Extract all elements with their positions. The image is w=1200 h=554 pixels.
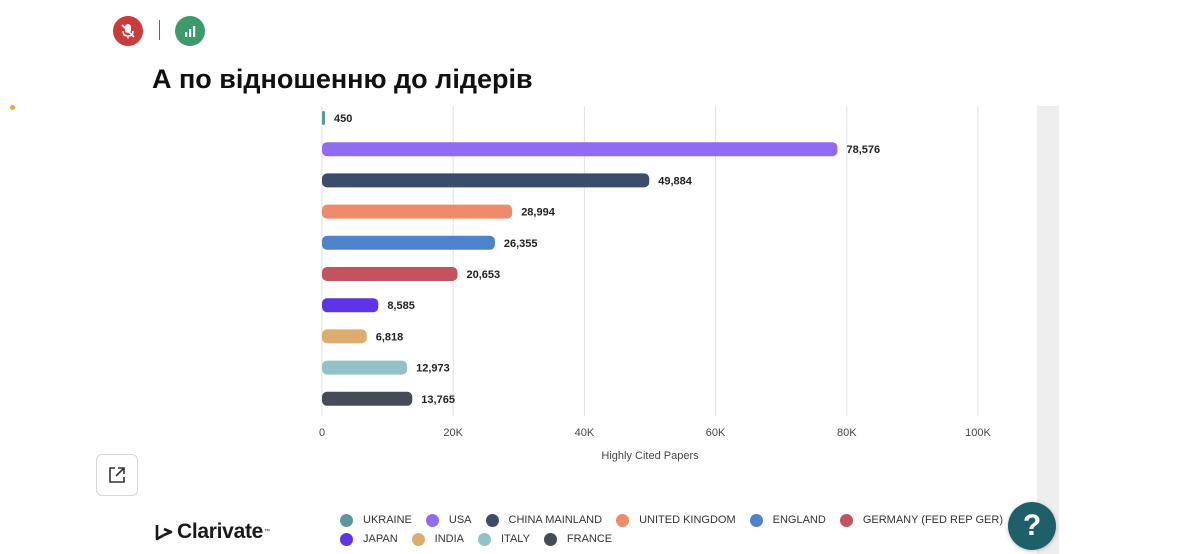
legend-item[interactable]: ENGLAND xyxy=(749,513,826,527)
legend-swatch xyxy=(411,532,425,546)
legend-label: CHINA MAINLAND xyxy=(508,514,603,526)
help-button[interactable]: ? xyxy=(1008,502,1056,550)
x-tick-label: 80K xyxy=(837,427,857,439)
bar-china-mainland[interactable] xyxy=(322,173,650,188)
bar-germany-fed-rep-ger[interactable] xyxy=(322,267,458,281)
bar-value-label: 13,765 xyxy=(421,394,455,406)
legend-label: UNITED KINGDOM xyxy=(639,514,736,526)
bars xyxy=(322,111,838,406)
clarivate-logo-icon xyxy=(155,525,173,541)
bar-value-label: 6,818 xyxy=(376,331,404,343)
bar-united-kingdom[interactable] xyxy=(322,204,513,219)
chart-legend: UKRAINE USA CHINA MAINLAND UNITED KINGDOM EN… xyxy=(340,513,1020,546)
legend-label: JAPAN xyxy=(363,533,398,545)
legend-label: UKRAINE xyxy=(363,514,412,526)
legend-label: ITALY xyxy=(500,533,530,545)
legend-label: USA xyxy=(448,514,472,526)
bullet-dot xyxy=(10,105,15,110)
legend-swatch xyxy=(485,513,499,527)
legend-label: FRANCE xyxy=(566,533,613,545)
legend-label: GERMANY (FED REP GER) xyxy=(862,514,1003,526)
legend-swatch xyxy=(749,513,763,527)
toolbar-divider xyxy=(159,20,160,40)
x-tick-label: 0 xyxy=(319,427,325,439)
bar-value-label: 8,585 xyxy=(387,300,415,312)
bar-value-label: 12,973 xyxy=(416,363,450,375)
bar-ukraine[interactable] xyxy=(322,111,325,125)
scrollbar[interactable] xyxy=(1037,106,1059,554)
legend-label: ENGLAND xyxy=(772,514,826,526)
stats-icon[interactable] xyxy=(175,16,205,46)
x-tick-label: 20K xyxy=(443,427,463,439)
bar-italy[interactable] xyxy=(322,360,408,375)
grid-lines xyxy=(321,106,979,416)
mic-off-icon[interactable] xyxy=(113,16,143,46)
bar-japan[interactable] xyxy=(322,298,379,313)
legend-swatch xyxy=(543,532,557,546)
x-axis-ticks: 0 20K 40K 60K 80K 100K xyxy=(319,427,992,439)
logo-trademark: ™ xyxy=(264,529,271,535)
bar-france[interactable] xyxy=(322,391,413,406)
bar-value-label: 20,653 xyxy=(466,269,500,281)
bar-value-label: 450 xyxy=(334,113,352,125)
external-link-icon xyxy=(109,467,125,483)
legend-swatch xyxy=(616,513,630,527)
legend-item[interactable]: GERMANY (FED REP GER) xyxy=(839,513,1003,527)
bar-value-label: 26,355 xyxy=(504,238,538,250)
bar-value-label: 28,994 xyxy=(521,207,556,219)
legend-item[interactable]: ITALY xyxy=(477,532,530,546)
bar-value-label: 49,884 xyxy=(658,175,693,187)
legend-item[interactable]: FRANCE xyxy=(543,532,613,546)
bar-india[interactable] xyxy=(322,329,367,344)
value-labels: 450 78,576 49,884 28,994 26,355 20,653 8,585 6,… xyxy=(334,113,880,406)
legend-item[interactable]: UKRAINE xyxy=(340,513,412,527)
bar-usa[interactable] xyxy=(322,142,838,157)
bar-value-label: 78,576 xyxy=(846,144,880,156)
x-tick-label: 100K xyxy=(965,427,991,439)
bar-england[interactable] xyxy=(322,235,495,250)
legend-swatch xyxy=(425,513,439,527)
legend-item[interactable]: INDIA xyxy=(411,532,464,546)
logo-text: Clarivate xyxy=(177,520,264,543)
open-external-button[interactable] xyxy=(96,454,138,496)
x-axis-title: Highly Cited Papers xyxy=(601,450,699,462)
legend-item[interactable]: USA xyxy=(425,513,472,527)
legend-item[interactable]: UNITED KINGDOM xyxy=(616,513,736,527)
legend-label: INDIA xyxy=(434,533,464,545)
legend-item[interactable]: JAPAN xyxy=(340,532,398,546)
legend-swatch xyxy=(477,532,491,546)
legend-swatch xyxy=(340,513,353,527)
clarivate-logo: Clarivate ™ xyxy=(155,520,270,544)
legend-swatch xyxy=(839,513,853,527)
legend-item[interactable]: CHINA MAINLAND xyxy=(485,513,603,527)
x-tick-label: 40K xyxy=(575,427,595,439)
legend-swatch xyxy=(340,532,353,546)
x-tick-label: 60K xyxy=(706,427,726,439)
page-title: А по відношенню до лідерів xyxy=(152,64,533,94)
